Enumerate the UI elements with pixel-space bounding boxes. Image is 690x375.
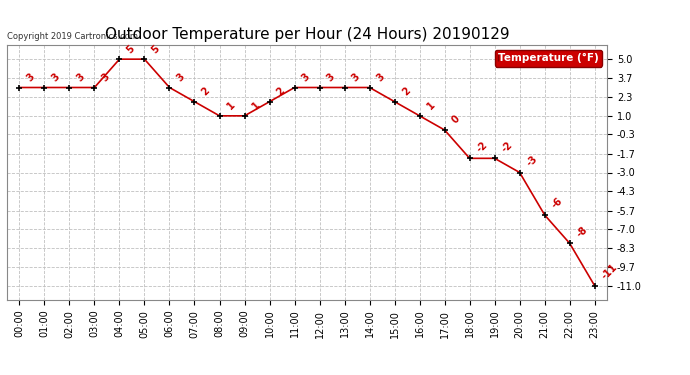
Text: -2: -2: [500, 140, 515, 154]
Text: 1: 1: [425, 100, 437, 112]
Text: -6: -6: [550, 196, 565, 211]
Text: 5: 5: [150, 43, 162, 55]
Text: 2: 2: [200, 86, 212, 98]
Text: 3: 3: [100, 72, 112, 83]
Text: 2: 2: [400, 86, 412, 98]
Text: 3: 3: [175, 72, 187, 83]
Text: 1: 1: [225, 100, 237, 112]
Text: -3: -3: [525, 154, 540, 168]
Text: -2: -2: [475, 140, 490, 154]
Text: -8: -8: [575, 224, 590, 239]
Text: 2: 2: [275, 86, 287, 98]
Text: 3: 3: [375, 72, 387, 83]
Text: 0: 0: [450, 114, 462, 126]
Title: Outdoor Temperature per Hour (24 Hours) 20190129: Outdoor Temperature per Hour (24 Hours) …: [105, 27, 509, 42]
Text: 5: 5: [125, 43, 137, 55]
Text: 3: 3: [50, 72, 62, 83]
Legend: Temperature (°F): Temperature (°F): [495, 50, 602, 66]
Text: -11: -11: [600, 262, 620, 282]
Text: 3: 3: [325, 72, 337, 83]
Text: 1: 1: [250, 100, 262, 112]
Text: 3: 3: [25, 72, 37, 83]
Text: 3: 3: [75, 72, 87, 83]
Text: 3: 3: [350, 72, 362, 83]
Text: Copyright 2019 Cartronics.com: Copyright 2019 Cartronics.com: [7, 32, 138, 41]
Text: 3: 3: [300, 72, 312, 83]
